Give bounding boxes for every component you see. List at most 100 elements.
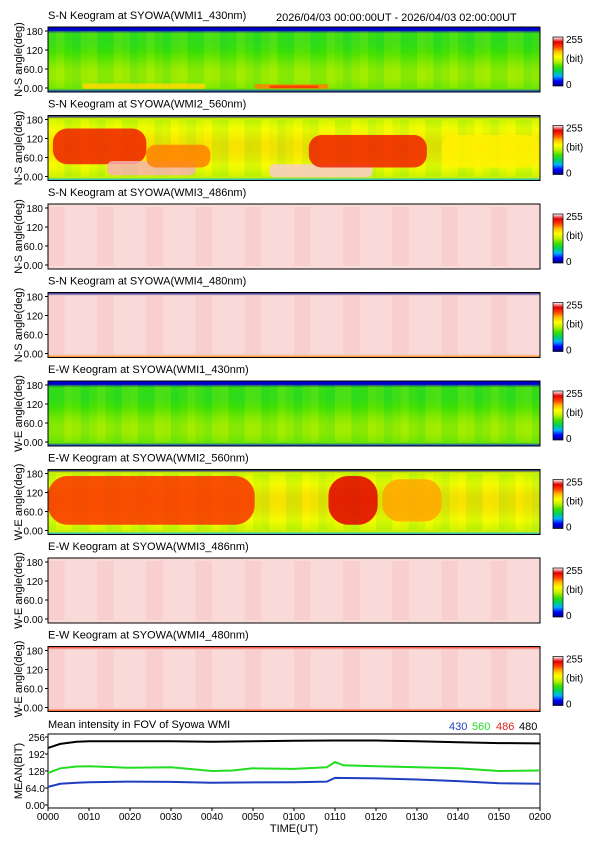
colorbar xyxy=(552,390,564,441)
y-tick-label: 180 xyxy=(26,204,43,215)
heatmap-texture xyxy=(482,473,491,531)
keogram-panel-3: S-N Keogram at SYOWA(WMI3_486nm) 180 120 60… xyxy=(13,187,583,274)
panel-frame xyxy=(47,469,541,535)
heatmap-texture xyxy=(113,31,122,88)
heatmap-texture xyxy=(392,649,409,709)
keogram-panel-4: S-N Keogram at SYOWA(WMI4_480nm) 180 120 60… xyxy=(13,276,583,363)
legend-entry-430: 430 xyxy=(449,721,467,733)
heatmap-texture xyxy=(72,385,81,442)
heatmap-texture xyxy=(285,31,294,88)
colorbar-min-label: 0 xyxy=(566,80,572,91)
x-tick-label: 0040 xyxy=(201,812,224,823)
colorbar-min-label: 0 xyxy=(566,434,572,445)
x-tick-label: 0130 xyxy=(406,812,429,823)
y-tick-label: 60.0 xyxy=(24,508,44,519)
series-line-560 xyxy=(47,760,541,775)
heatmap-texture xyxy=(269,473,278,531)
heatmap-feature xyxy=(269,85,319,89)
y-tick-label: 256 xyxy=(28,733,45,744)
heatmap-texture xyxy=(269,119,278,177)
keogram-panel-7: E-W Keogram at SYOWA(WMI3_486nm) 180 120 60… xyxy=(13,541,583,629)
y-axis-label: MEAN(BIT) xyxy=(13,743,25,799)
heatmap-texture xyxy=(48,385,57,442)
heatmap-texture xyxy=(458,473,467,531)
colorbar xyxy=(552,656,564,706)
panel-frame xyxy=(47,646,541,712)
y-tick-label: 180 xyxy=(26,381,43,392)
heatmap-texture xyxy=(277,31,286,88)
heatmap-texture xyxy=(146,561,163,620)
heatmap-texture xyxy=(261,385,270,442)
colorbar-unit-label: (bit) xyxy=(566,408,583,419)
y-tick-label: 180 xyxy=(26,293,43,304)
heatmap-texture xyxy=(376,473,385,531)
colorbar xyxy=(552,479,564,529)
heatmap-background xyxy=(48,646,540,712)
heatmap-texture xyxy=(392,295,409,355)
heatmap-texture xyxy=(285,473,294,531)
colorbar xyxy=(552,302,564,352)
x-tick-label: 0020 xyxy=(119,812,142,823)
heatmap-texture xyxy=(417,31,426,88)
heatmap-texture xyxy=(302,31,311,88)
heatmap-texture xyxy=(515,473,524,531)
colorbar-min-label: 0 xyxy=(566,523,572,534)
heatmap-texture xyxy=(474,473,483,531)
heatmap-texture xyxy=(326,31,335,88)
heatmap-texture xyxy=(400,31,409,88)
heatmap-texture xyxy=(343,649,360,709)
heatmap-texture xyxy=(294,119,303,177)
heatmap-texture xyxy=(466,473,475,531)
heatmap-texture xyxy=(490,385,499,442)
heatmap-texture xyxy=(523,473,532,531)
heatmap-texture xyxy=(80,385,89,442)
heatmap-texture xyxy=(171,31,180,88)
heatmap-texture xyxy=(244,649,262,709)
x-tick-label: 0030 xyxy=(160,812,183,823)
heatmap-texture xyxy=(121,385,130,442)
heatmap-texture xyxy=(97,207,114,266)
heatmap-texture xyxy=(154,385,163,442)
heatmap-texture xyxy=(294,473,303,531)
legend-entry-480: 480 xyxy=(519,721,537,733)
heatmap-texture xyxy=(48,561,65,620)
time-range-header: 2026/04/03 00:00:00UT - 2026/04/03 02:00… xyxy=(276,12,517,24)
heatmap-texture xyxy=(408,31,417,88)
heatmap-texture xyxy=(203,385,212,442)
panel-frame xyxy=(47,26,541,93)
heatmap-texture xyxy=(441,561,458,620)
colorbar-max-label: 255 xyxy=(566,35,583,46)
y-tick-label: 120 xyxy=(26,577,43,588)
keogram-panel-6: E-W Keogram at SYOWA(WMI2_560nm) 180 120 60… xyxy=(13,453,583,541)
colorbar-unit-label: (bit) xyxy=(566,585,583,596)
heatmap-texture xyxy=(490,207,508,266)
heatmap-texture xyxy=(318,473,327,531)
panel-title: E-W Keogram at SYOWA(WMI1_430nm) xyxy=(48,364,249,376)
y-tick-label: 0.00 xyxy=(24,527,44,538)
heatmap-feature xyxy=(328,476,378,525)
heatmap-texture xyxy=(244,207,262,266)
heatmap-texture xyxy=(236,31,245,88)
heatmap-texture xyxy=(220,119,229,177)
panel-title: S-N Keogram at SYOWA(WMI4_480nm) xyxy=(48,276,246,288)
heatmap-texture xyxy=(236,119,245,177)
x-axis-label: TIME(UT) xyxy=(270,823,318,835)
heatmap-texture xyxy=(310,385,319,442)
heatmap-texture xyxy=(220,385,229,442)
y-tick-label: 60.0 xyxy=(24,419,44,430)
heatmap-texture xyxy=(228,31,237,88)
colorbar-max-label: 255 xyxy=(566,124,583,135)
heatmap-texture xyxy=(130,385,139,442)
colorbar xyxy=(552,125,564,175)
panel-title: E-W Keogram at SYOWA(WMI3_486nm) xyxy=(48,541,249,553)
y-tick-label: 60.0 xyxy=(24,596,44,607)
heatmap-texture xyxy=(261,31,270,88)
heatmap-texture xyxy=(335,31,344,88)
heatmap-texture xyxy=(441,473,450,531)
heatmap-texture xyxy=(433,385,442,442)
heatmap-texture xyxy=(425,385,434,442)
heatmap-texture xyxy=(146,207,163,266)
y-tick-label: 180 xyxy=(26,647,43,658)
heatmap-texture xyxy=(294,649,311,709)
y-tick-label: 60.0 xyxy=(24,331,44,342)
